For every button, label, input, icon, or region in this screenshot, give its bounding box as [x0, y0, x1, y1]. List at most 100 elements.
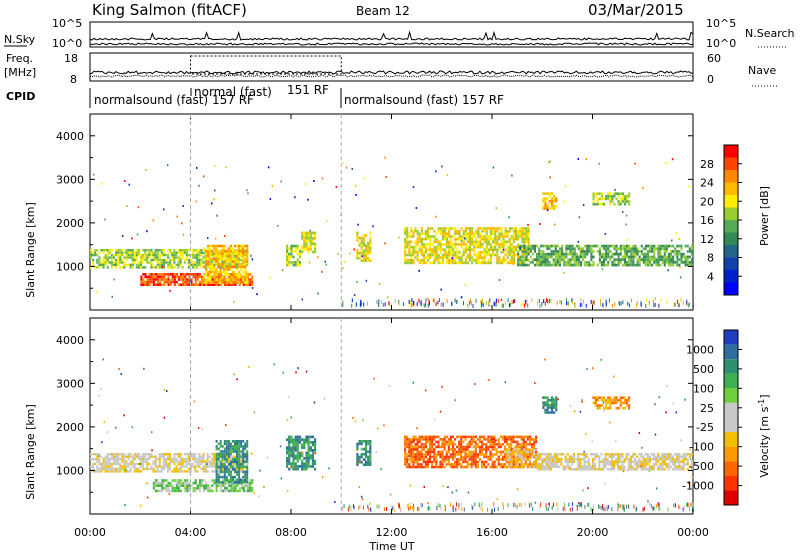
heatmap-cell — [425, 251, 428, 254]
heatmap-cell — [555, 401, 558, 404]
heatmap-cell — [559, 250, 562, 253]
heatmap-cell — [196, 457, 199, 461]
heatmap-cell — [550, 192, 554, 195]
heatmap-cell — [544, 261, 547, 264]
heatmap-cell — [615, 399, 618, 402]
heatmap-cell — [92, 453, 95, 456]
heatmap-cell — [148, 467, 151, 471]
heatmap-cell — [133, 465, 136, 468]
heatmap-cell — [294, 465, 297, 468]
heatmap-cell — [596, 197, 599, 201]
heatmap-cell — [288, 454, 291, 458]
heatmap-cell — [623, 250, 626, 253]
heatmap-cell — [506, 443, 509, 446]
heatmap-cell — [227, 447, 230, 451]
ground-scatter — [666, 299, 668, 304]
heatmap-cell — [236, 440, 238, 443]
heatmap-cell — [634, 453, 637, 456]
heatmap-cell — [474, 463, 477, 466]
velocity-heatmap — [90, 358, 694, 512]
heatmap-cell — [171, 484, 174, 487]
heatmap-cell — [655, 458, 658, 461]
heatmap-cell — [236, 473, 238, 476]
heatmap-cell — [231, 256, 234, 259]
heatmap-cell — [500, 227, 503, 230]
heatmap-cell — [160, 253, 163, 257]
heatmap-cell — [408, 440, 411, 444]
heatmap-cell — [215, 452, 218, 456]
heatmap-cell — [294, 467, 297, 471]
heatmap-cell — [202, 470, 205, 473]
heatmap-cell — [538, 252, 541, 256]
heatmap-cell — [236, 260, 239, 263]
heatmap-cell — [169, 489, 172, 493]
heatmap-cell — [215, 470, 218, 474]
heatmap-cell — [483, 248, 486, 251]
heatmap-cell — [471, 261, 474, 265]
heatmap-cell — [431, 251, 434, 254]
heatmap-cell — [517, 237, 520, 241]
heatmap-cell — [115, 258, 118, 262]
heatmap-cell — [296, 247, 299, 251]
heatmap-cell — [356, 236, 359, 240]
heatmap-cell — [167, 487, 170, 490]
heatmap-cell — [203, 249, 206, 253]
heatmap-cell — [98, 256, 101, 259]
heatmap-cell — [571, 255, 574, 259]
heatmap-cell — [541, 465, 544, 468]
heatmap-cell — [575, 458, 578, 461]
heatmap-cell — [410, 227, 413, 230]
heatmap-cell — [499, 445, 502, 449]
heatmap-cell — [684, 261, 687, 264]
heatmap-cell — [117, 470, 120, 473]
heatmap-cell — [493, 440, 496, 444]
heatmap-cell — [173, 273, 176, 276]
heatmap-cell — [464, 227, 467, 230]
heatmap-cell — [290, 454, 293, 458]
heatmap-cell — [167, 261, 170, 264]
heatmap-cell — [205, 263, 208, 266]
heatmap-cell — [123, 462, 126, 466]
heatmap-cell — [441, 465, 444, 469]
heatmap-speckle — [675, 232, 677, 235]
heatmap-cell — [135, 462, 138, 466]
heatmap-cell — [234, 468, 236, 471]
heatmap-cell — [157, 275, 160, 279]
heatmap-cell — [548, 255, 551, 259]
heatmap-cell — [410, 440, 413, 444]
heatmap-cell — [296, 258, 299, 261]
heatmap-cell — [667, 255, 670, 259]
heatmap-cell — [649, 244, 652, 248]
heatmap-cell — [471, 259, 474, 262]
heatmap-cell — [404, 232, 407, 236]
heatmap-cell — [577, 258, 580, 261]
heatmap-cell — [234, 280, 237, 284]
heatmap-cell — [653, 458, 656, 461]
heatmap-cell — [137, 251, 140, 254]
ground-scatter — [686, 299, 688, 304]
heatmap-cell — [314, 237, 317, 240]
heatmap-cell — [152, 280, 155, 284]
heatmap-cell — [653, 258, 656, 261]
heatmap-cell — [527, 232, 530, 236]
heatmap-cell — [204, 470, 207, 473]
heatmap-cell — [173, 266, 176, 269]
heatmap-cell — [566, 460, 569, 463]
heatmap-speckle — [626, 238, 629, 241]
ground-scatter — [677, 302, 679, 306]
heatmap-cell — [497, 440, 500, 444]
heatmap-cell — [481, 251, 484, 254]
heatmap-cell — [183, 249, 186, 252]
heatmap-cell — [553, 199, 556, 203]
heatmap-cell — [213, 283, 216, 286]
heatmap-cell — [150, 249, 153, 252]
heatmap-cell — [190, 253, 193, 257]
heatmap-cell — [309, 446, 312, 449]
heatmap-cell — [249, 280, 252, 284]
heatmap-cell — [559, 258, 562, 261]
heatmap-cell — [247, 489, 250, 493]
heatmap-speckle — [193, 400, 196, 403]
heatmap-cell — [596, 250, 599, 253]
heatmap-speckle — [463, 237, 466, 240]
heatmap-speckle — [385, 176, 387, 178]
